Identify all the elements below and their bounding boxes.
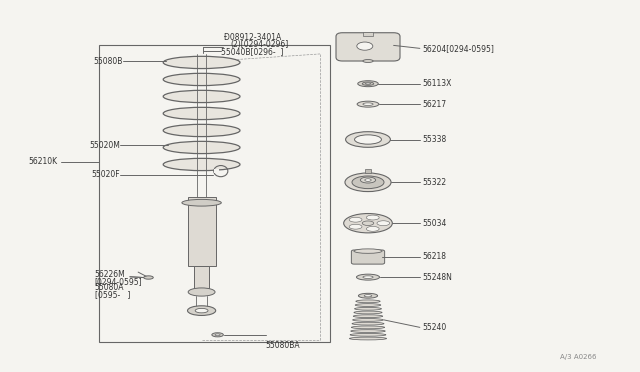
Ellipse shape	[357, 42, 372, 50]
Bar	[194, 266, 209, 292]
Ellipse shape	[344, 214, 392, 233]
Ellipse shape	[163, 124, 240, 137]
Text: A/3 A0266: A/3 A0266	[560, 354, 596, 360]
Text: 56226M: 56226M	[95, 270, 125, 279]
Text: 55080B: 55080B	[93, 57, 123, 66]
Ellipse shape	[353, 318, 383, 321]
Ellipse shape	[354, 249, 382, 253]
Ellipse shape	[346, 132, 390, 147]
Ellipse shape	[163, 56, 240, 68]
Ellipse shape	[349, 217, 362, 222]
Ellipse shape	[362, 221, 374, 225]
Ellipse shape	[364, 295, 372, 297]
Text: 55322: 55322	[422, 178, 447, 187]
Ellipse shape	[351, 330, 385, 333]
Text: 55248N: 55248N	[422, 273, 452, 282]
Bar	[188, 197, 216, 266]
Ellipse shape	[163, 141, 240, 154]
Ellipse shape	[363, 60, 373, 62]
Bar	[99, 45, 330, 342]
Ellipse shape	[352, 176, 384, 189]
Text: [0595-   ]: [0595- ]	[95, 290, 130, 299]
Ellipse shape	[215, 334, 220, 336]
Ellipse shape	[163, 73, 240, 86]
Ellipse shape	[356, 300, 380, 303]
Ellipse shape	[358, 293, 378, 298]
Text: (2)[0294-0296]: (2)[0294-0296]	[230, 40, 289, 49]
FancyBboxPatch shape	[336, 33, 400, 61]
Ellipse shape	[360, 177, 376, 183]
Text: Ð08912-3401A: Ð08912-3401A	[224, 33, 281, 42]
Ellipse shape	[363, 103, 373, 106]
Ellipse shape	[350, 333, 386, 336]
Text: 56204[0294-0595]: 56204[0294-0595]	[422, 44, 494, 53]
Ellipse shape	[188, 306, 216, 315]
Ellipse shape	[144, 276, 154, 279]
Text: 55040B[0296-  ]: 55040B[0296- ]	[221, 47, 283, 56]
Ellipse shape	[356, 274, 380, 280]
Ellipse shape	[351, 326, 385, 329]
Ellipse shape	[362, 82, 374, 86]
Ellipse shape	[358, 81, 378, 87]
Text: 56218: 56218	[422, 252, 447, 261]
Text: 55080A: 55080A	[95, 283, 124, 292]
Ellipse shape	[163, 90, 240, 103]
Bar	[214, 169, 219, 173]
Ellipse shape	[363, 276, 373, 278]
Ellipse shape	[163, 108, 240, 119]
Text: 55240: 55240	[422, 323, 447, 332]
Ellipse shape	[366, 215, 379, 220]
Ellipse shape	[355, 304, 381, 307]
Ellipse shape	[355, 307, 381, 310]
Text: 56113X: 56113X	[422, 79, 452, 88]
Ellipse shape	[355, 135, 381, 144]
Ellipse shape	[163, 158, 240, 171]
Text: [0294-0595]: [0294-0595]	[95, 277, 142, 286]
Ellipse shape	[365, 83, 371, 84]
Text: 55080BA: 55080BA	[266, 341, 300, 350]
Ellipse shape	[188, 288, 215, 296]
FancyBboxPatch shape	[351, 250, 385, 264]
Ellipse shape	[366, 227, 379, 231]
Ellipse shape	[377, 221, 390, 225]
Ellipse shape	[349, 337, 387, 340]
Ellipse shape	[212, 333, 223, 337]
Bar	[363, 32, 373, 36]
Text: 55034: 55034	[422, 219, 447, 228]
Ellipse shape	[365, 179, 371, 182]
Text: 56217: 56217	[422, 100, 447, 109]
Text: 56210K: 56210K	[28, 157, 58, 166]
Ellipse shape	[354, 311, 382, 314]
Ellipse shape	[345, 173, 391, 192]
Ellipse shape	[357, 101, 379, 107]
Ellipse shape	[353, 315, 383, 318]
Ellipse shape	[349, 224, 362, 229]
Text: 55338: 55338	[422, 135, 447, 144]
Ellipse shape	[195, 308, 208, 313]
Ellipse shape	[182, 199, 221, 206]
Ellipse shape	[352, 322, 384, 325]
Text: 55020M: 55020M	[90, 141, 120, 150]
Bar	[365, 169, 371, 173]
Text: 55020F: 55020F	[92, 170, 120, 179]
